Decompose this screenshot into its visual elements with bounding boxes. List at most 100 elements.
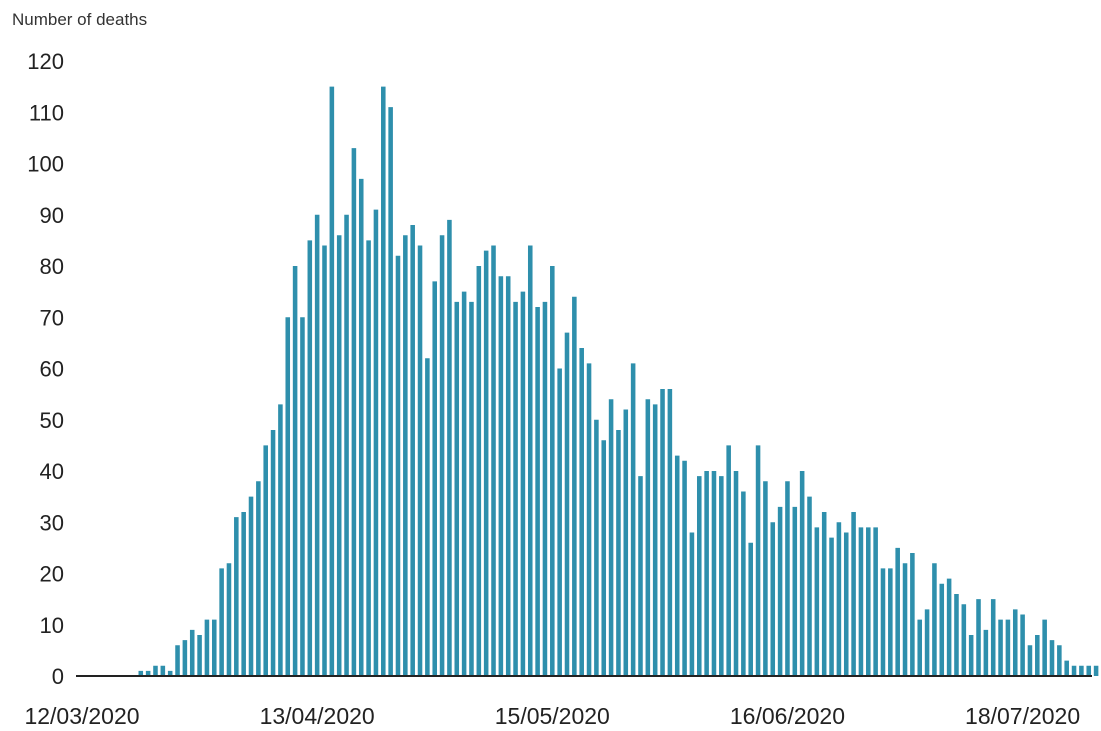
bar	[344, 214, 349, 676]
y-tick-label: 80	[40, 254, 64, 279]
bar	[469, 301, 474, 676]
y-tick-label: 20	[40, 562, 64, 587]
bar	[594, 419, 599, 676]
bar	[1042, 619, 1047, 676]
bar	[425, 358, 430, 676]
bar	[983, 629, 989, 676]
bar	[403, 235, 408, 676]
bar	[711, 471, 717, 676]
bar	[939, 583, 945, 676]
bar	[829, 537, 834, 676]
bar	[1012, 609, 1018, 676]
bar	[990, 599, 996, 676]
bar	[381, 86, 386, 676]
bar	[197, 635, 202, 676]
bar	[572, 296, 577, 676]
bar	[175, 645, 180, 676]
bar	[726, 445, 731, 676]
bar	[505, 276, 511, 676]
bar	[1071, 665, 1077, 676]
bar	[601, 440, 607, 676]
bar	[432, 281, 438, 676]
bar	[226, 563, 232, 676]
bar	[954, 594, 959, 676]
bar	[513, 301, 518, 676]
bar	[770, 522, 776, 676]
y-tick-label: 120	[27, 49, 64, 74]
bar	[785, 481, 790, 676]
bar	[447, 219, 452, 676]
y-axis-title: Number of deaths	[12, 10, 148, 29]
bar	[917, 619, 923, 676]
x-tick-label: 13/04/2020	[260, 703, 375, 729]
bar	[557, 368, 562, 676]
bar	[1064, 660, 1069, 676]
bar	[638, 476, 643, 676]
x-axis-ticks: 12/03/2020 13/04/2020 15/05/2020 16/06/2020…	[24, 703, 1080, 729]
bar	[667, 389, 673, 676]
bar	[586, 363, 592, 676]
bar	[336, 235, 342, 676]
bar	[1093, 665, 1099, 676]
bar	[483, 250, 489, 676]
bar	[520, 291, 526, 676]
bar	[307, 240, 313, 676]
bar	[351, 148, 357, 676]
bar	[1020, 614, 1025, 676]
bar	[998, 619, 1003, 676]
bar	[777, 506, 783, 676]
bar	[1049, 640, 1055, 676]
x-tick-label: 16/06/2020	[730, 703, 845, 729]
bar	[799, 471, 805, 676]
bar	[866, 527, 871, 676]
bar-series	[138, 86, 1099, 676]
y-tick-label: 110	[29, 100, 64, 125]
x-tick-label: 18/07/2020	[965, 703, 1080, 729]
y-tick-label: 50	[40, 408, 64, 433]
bar	[836, 522, 842, 676]
bar	[395, 255, 401, 676]
y-tick-label: 100	[27, 152, 64, 177]
bar	[278, 404, 283, 676]
y-tick-label: 90	[40, 203, 64, 228]
bar	[880, 568, 886, 676]
bar	[300, 317, 305, 676]
bar	[704, 471, 709, 676]
bar	[660, 389, 665, 676]
bar	[792, 506, 798, 676]
bar	[858, 527, 864, 676]
bar	[755, 445, 761, 676]
bar	[314, 214, 320, 676]
bar	[851, 512, 856, 676]
bar	[248, 496, 254, 676]
bar	[696, 476, 702, 676]
bar	[976, 599, 981, 676]
bar	[322, 245, 327, 676]
bar	[733, 471, 739, 676]
bar	[674, 455, 680, 676]
bar	[719, 476, 724, 676]
bar	[410, 225, 415, 676]
bar	[454, 301, 460, 676]
bar	[358, 178, 364, 676]
bar	[741, 491, 746, 676]
bar	[498, 276, 504, 676]
bar	[535, 307, 540, 676]
bar	[263, 445, 268, 676]
bar	[373, 209, 379, 676]
y-tick-label: 60	[40, 357, 64, 382]
bar	[924, 609, 930, 676]
bar	[270, 430, 276, 676]
y-tick-label: 0	[52, 664, 64, 689]
bar	[689, 532, 695, 676]
bar	[814, 527, 820, 676]
bar	[652, 404, 658, 676]
bar	[564, 332, 570, 676]
x-tick-label: 15/05/2020	[495, 703, 610, 729]
bar	[1005, 619, 1011, 676]
bar	[608, 399, 614, 676]
bar	[329, 86, 335, 676]
bar	[932, 563, 937, 676]
bar	[645, 399, 651, 676]
bar	[623, 409, 629, 676]
